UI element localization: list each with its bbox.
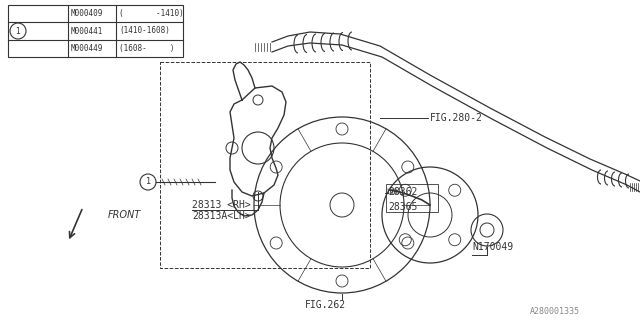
Text: M000441: M000441 <box>71 27 104 36</box>
Text: 28313A<LH>: 28313A<LH> <box>192 211 251 221</box>
Bar <box>8 5 183 57</box>
Text: (1608-     ): (1608- ) <box>119 44 175 53</box>
Text: N170049: N170049 <box>472 242 513 252</box>
Text: (1410-1608): (1410-1608) <box>119 27 170 36</box>
Text: 1: 1 <box>15 27 20 36</box>
Text: FIG.280-2: FIG.280-2 <box>430 113 483 123</box>
Text: FRONT: FRONT <box>108 210 141 220</box>
Text: 28365: 28365 <box>388 202 417 212</box>
Bar <box>386 184 438 212</box>
Text: M000449: M000449 <box>71 44 104 53</box>
Text: (       -1410): ( -1410) <box>119 9 184 18</box>
Text: 28362: 28362 <box>388 187 417 197</box>
Text: 28313 <RH>: 28313 <RH> <box>192 200 251 210</box>
Text: A280001335: A280001335 <box>530 308 580 316</box>
Text: M000409: M000409 <box>71 9 104 18</box>
Text: 1: 1 <box>145 178 150 187</box>
Text: FIG.262: FIG.262 <box>305 300 346 310</box>
